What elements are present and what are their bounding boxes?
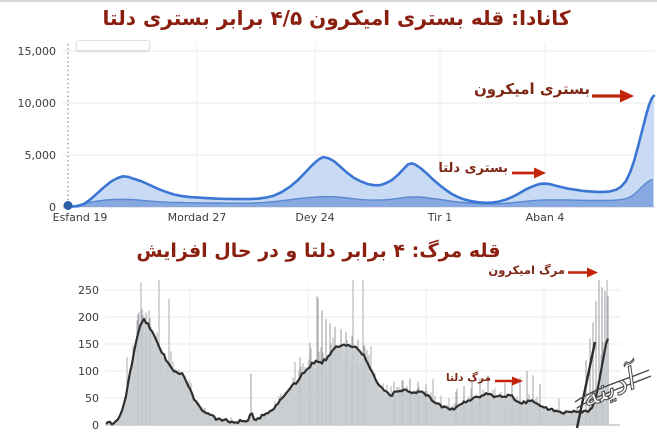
tooltip-remnant-box bbox=[76, 40, 150, 51]
right-arrow-icon bbox=[568, 267, 598, 278]
annotation-delta-death: مرگ دلتا bbox=[446, 372, 491, 384]
top-divider bbox=[0, 0, 657, 2]
x-axis-tick-label: Aban 4 bbox=[526, 211, 565, 224]
y-axis-tick-label: 100 bbox=[78, 365, 99, 378]
y-axis-tick-label: 250 bbox=[78, 284, 99, 297]
deaths-area-chart: 0 50 100 150 200 250 bbox=[78, 280, 620, 432]
y-axis-tick-label: 10,000 bbox=[18, 97, 57, 110]
hospitalizations-area-chart: 0 5,000 10,000 15,000 Esfand 19 Mordad 27 Dey … bbox=[18, 44, 656, 224]
annotation-omicron-hospitalization: بستری امیکرون bbox=[474, 80, 590, 98]
y-axis-tick-label: 0 bbox=[92, 419, 99, 432]
omicron-hospitalization-area bbox=[68, 95, 654, 207]
x-axis-tick-label: Tir 1 bbox=[427, 211, 452, 224]
annotation-delta-hospitalization-label: بستری دلتا bbox=[438, 161, 508, 176]
y-axis-tick-label: 15,000 bbox=[18, 45, 57, 58]
deaths-area bbox=[106, 319, 608, 425]
start-date-marker-dot bbox=[63, 201, 73, 210]
deaths-trend-line bbox=[105, 317, 610, 426]
x-axis-tick-label: Esfand 19 bbox=[53, 211, 108, 224]
y-axis-tick-label: 150 bbox=[78, 338, 99, 351]
annotation-delta-death-label: مرگ دلتا bbox=[446, 372, 491, 384]
right-arrow-icon bbox=[592, 89, 634, 103]
x-axis-tick-label: Dey 24 bbox=[295, 211, 334, 224]
watermark-calligraphy-logo: آدینه bbox=[574, 341, 652, 429]
y-axis-tick-label: 50 bbox=[85, 392, 99, 405]
x-axis-tick-label: Mordad 27 bbox=[168, 211, 227, 224]
hospitalizations-chart-title: کانادا: قله بستری امیکرون ۴/۵ برابر بستر… bbox=[102, 6, 571, 30]
y-axis-tick-label: 0 bbox=[49, 201, 56, 214]
right-arrow-icon bbox=[512, 167, 546, 179]
omicron-hospitalization-line bbox=[66, 94, 656, 208]
y-axis-tick-label: 5,000 bbox=[25, 149, 57, 162]
delta-hospitalization-line bbox=[67, 178, 654, 208]
annotation-omicron-hospitalization-label: بستری امیکرون bbox=[473, 80, 590, 98]
right-arrow-icon bbox=[495, 376, 523, 386]
watermark-text: آدینه bbox=[575, 358, 648, 416]
deaths-chart-title: قله مرگ: ۴ برابر دلتا و در حال افزایش bbox=[136, 240, 501, 262]
y-axis-tick-label: 200 bbox=[78, 311, 99, 324]
annotation-omicron-death-label: مرگ امیکرون bbox=[488, 263, 565, 277]
annotation-omicron-death: مرگ امیکرون bbox=[488, 263, 565, 277]
delta-hospitalization-area bbox=[68, 179, 653, 207]
annotation-delta-hospitalization: بستری دلتا bbox=[438, 161, 508, 176]
